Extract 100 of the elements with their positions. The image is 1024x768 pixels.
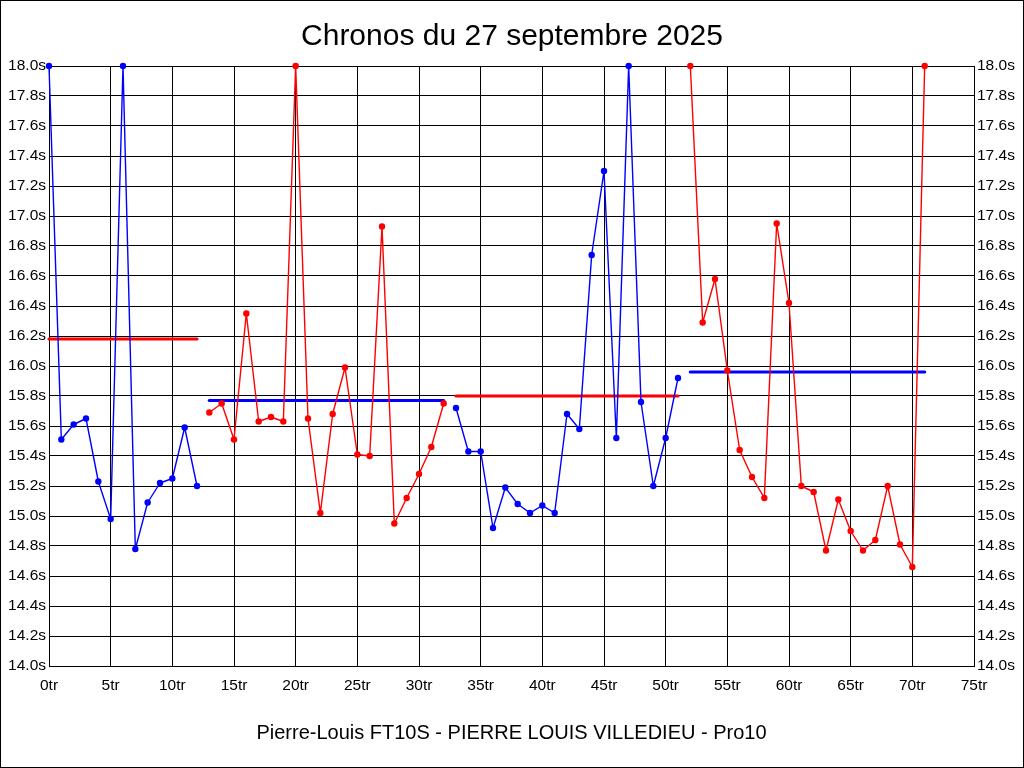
y-tick-label: 17.0s	[8, 206, 47, 224]
point	[428, 443, 435, 451]
y-tick-label: 15.6s	[8, 416, 47, 434]
y2-tick-label: 15.4s	[977, 446, 1016, 464]
point	[674, 374, 682, 382]
point	[58, 436, 65, 443]
x-tick-label: 70tr	[898, 675, 926, 693]
point	[526, 509, 534, 517]
point	[70, 421, 77, 428]
x-tick-label: 75tr	[960, 675, 988, 693]
y-tick-label: 17.2s	[8, 176, 47, 194]
point	[169, 475, 176, 482]
x-tick-label: 0tr	[39, 675, 59, 693]
y2-tick-label: 16.4s	[977, 296, 1016, 314]
point	[391, 520, 398, 527]
y2-tick-label: 15.8s	[977, 386, 1016, 404]
x-tick-label: 40tr	[528, 675, 556, 693]
y-tick-label: 16.6s	[8, 266, 47, 284]
y-tick-label: 16.4s	[8, 296, 47, 314]
point	[773, 220, 780, 227]
y2-tick-label: 17.2s	[977, 176, 1016, 194]
point	[798, 482, 805, 490]
y-tick-label: 15.0s	[8, 506, 47, 524]
point	[267, 413, 275, 421]
point	[280, 418, 287, 425]
point	[304, 415, 312, 422]
point	[909, 563, 916, 571]
y2-tick-label: 17.4s	[977, 146, 1016, 164]
y2-tick-label: 14.2s	[977, 626, 1016, 644]
y2-tick-label: 16.2s	[977, 326, 1016, 344]
point	[810, 488, 817, 496]
y-tick-label: 18.0s	[8, 56, 47, 74]
y-tick-label: 14.8s	[8, 536, 47, 554]
point	[921, 62, 928, 70]
point	[144, 499, 151, 506]
y-tick-label: 14.4s	[8, 596, 47, 614]
point	[132, 545, 139, 553]
x-tick-label: 5tr	[101, 675, 120, 693]
point	[662, 434, 669, 442]
y2-tick-label: 15.2s	[977, 476, 1016, 494]
y2-tick-label: 17.0s	[977, 206, 1016, 224]
point	[847, 527, 854, 535]
point	[736, 446, 743, 454]
y-tick-label: 17.4s	[8, 146, 47, 164]
y2-tick-label: 16.0s	[977, 356, 1016, 374]
point	[206, 409, 213, 416]
point	[588, 251, 595, 259]
y-tick-label: 14.2s	[8, 626, 47, 644]
y-tick-label: 14.0s	[8, 656, 47, 674]
x-tick-label: 35tr	[467, 675, 495, 693]
point	[243, 310, 250, 317]
point	[440, 400, 447, 407]
x-tick-label: 30tr	[405, 675, 433, 693]
point	[95, 478, 102, 485]
point	[354, 451, 361, 458]
point	[576, 425, 583, 433]
y2-tick-label: 16.6s	[977, 266, 1016, 284]
point	[218, 400, 225, 407]
point	[637, 398, 645, 406]
point	[872, 536, 879, 544]
point	[859, 547, 867, 554]
y-tick-label: 16.2s	[8, 326, 47, 344]
y-tick-label: 17.6s	[8, 116, 47, 134]
point	[477, 448, 484, 455]
y-tick-label: 15.8s	[8, 386, 47, 404]
point	[230, 436, 238, 443]
point	[317, 509, 324, 517]
point	[82, 415, 90, 422]
point	[366, 452, 373, 460]
y-tick-label: 14.6s	[8, 566, 47, 584]
point	[600, 167, 608, 175]
x-tick-label: 60tr	[775, 675, 803, 693]
y2-tick-label: 14.6s	[977, 566, 1016, 584]
x-tick-label: 20tr	[282, 675, 310, 693]
point	[378, 223, 386, 230]
point	[107, 515, 114, 523]
point	[465, 448, 472, 455]
point	[835, 496, 842, 503]
point	[884, 482, 891, 490]
y2-tick-label: 17.6s	[977, 116, 1016, 134]
point	[193, 482, 201, 490]
y2-tick-label: 15.6s	[977, 416, 1016, 434]
point	[539, 502, 546, 509]
x-tick-label: 65tr	[837, 675, 865, 693]
x-axis-title: Pierre-Louis FT10S - PIERRE LOUIS VILLEDIEU - Pro10	[256, 720, 767, 743]
point	[181, 424, 188, 431]
point	[699, 319, 706, 326]
x-tick-label: 45tr	[590, 675, 618, 693]
point	[329, 410, 336, 418]
y2-tick-label: 16.8s	[977, 236, 1016, 254]
point	[119, 62, 127, 70]
point	[551, 509, 558, 517]
point	[514, 500, 521, 508]
point	[785, 299, 793, 307]
y-tick-label: 16.8s	[8, 236, 47, 254]
x-tick-label: 50tr	[652, 675, 680, 693]
x-tick-label: 15tr	[220, 675, 248, 693]
y-tick-label: 17.8s	[8, 86, 47, 104]
y-tick-label: 15.4s	[8, 446, 47, 464]
point	[255, 418, 262, 425]
